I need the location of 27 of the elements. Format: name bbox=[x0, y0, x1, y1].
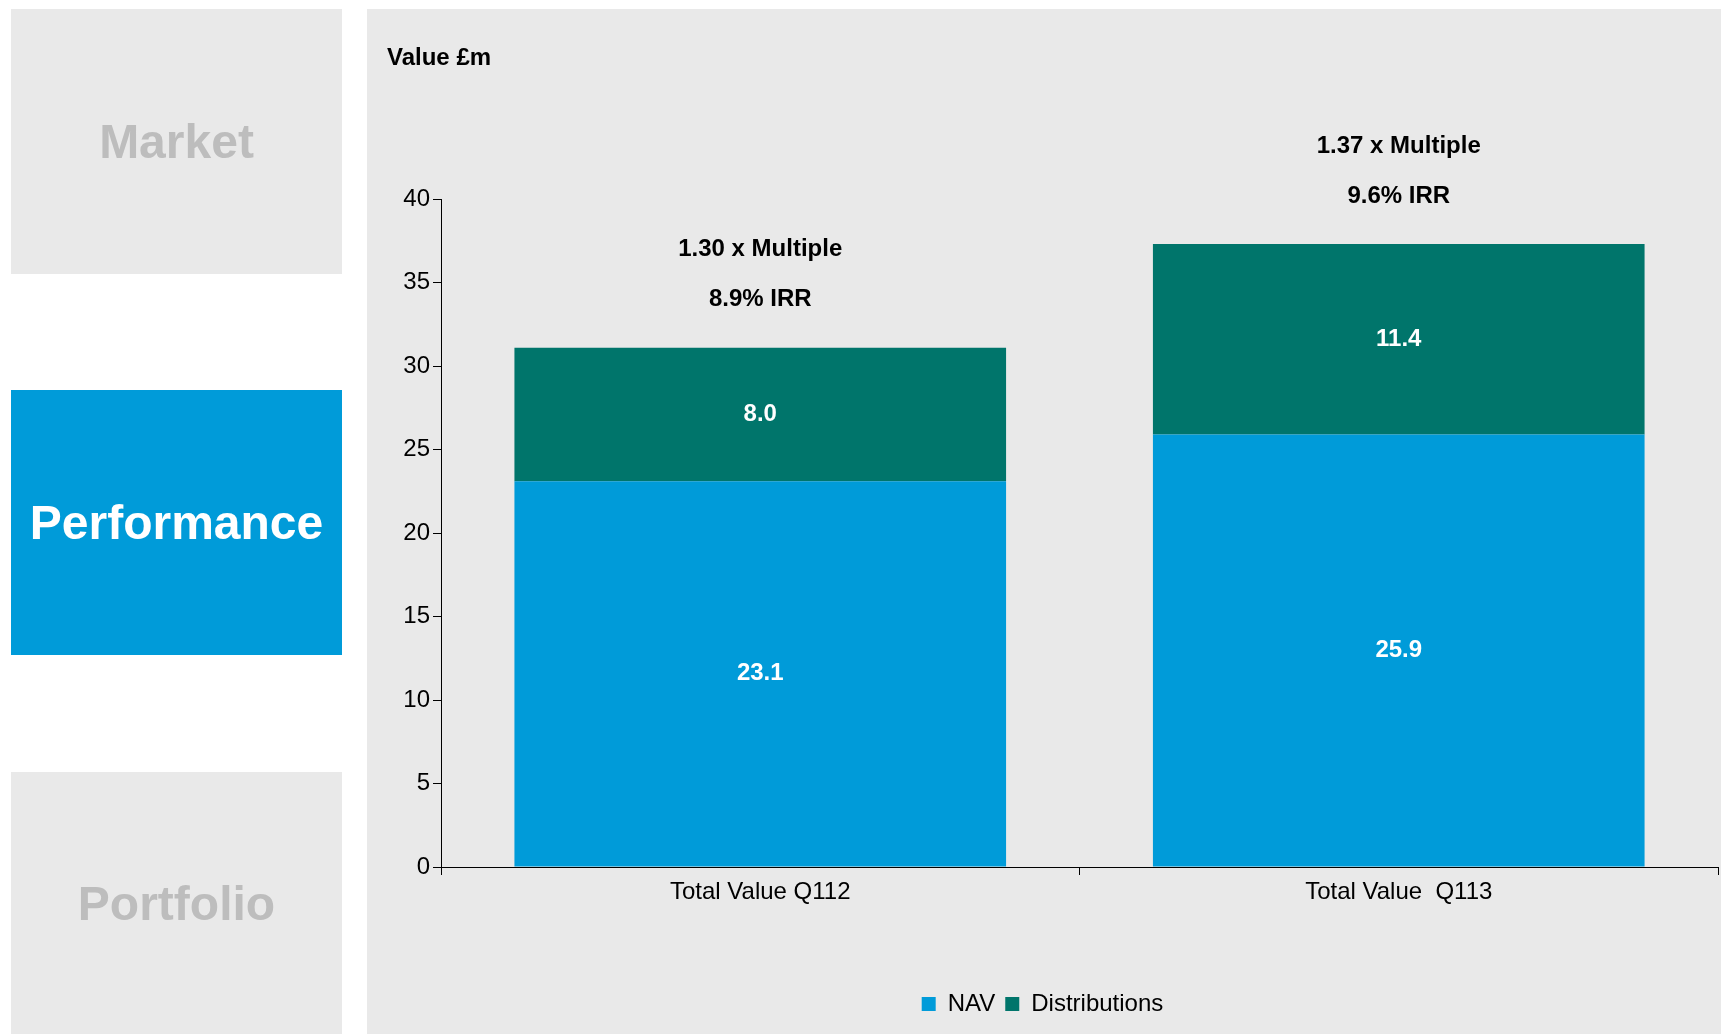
bar bbox=[514, 347, 1007, 482]
y-tick-label: 15 bbox=[403, 601, 430, 629]
bar bbox=[1152, 244, 1645, 435]
tab: Performance bbox=[11, 390, 342, 655]
y-tick-label: 0 bbox=[416, 851, 430, 879]
bar bbox=[514, 481, 1007, 867]
legend-label: NAV bbox=[947, 988, 996, 1016]
y-tick-label: 40 bbox=[403, 183, 430, 211]
y-tick-label: 5 bbox=[416, 768, 430, 796]
annotation: 9.6% IRR bbox=[1347, 180, 1451, 208]
data-label: 8.0 bbox=[743, 399, 777, 427]
y-tick-label: 30 bbox=[403, 350, 430, 378]
y-axis-title: Value £m bbox=[387, 42, 492, 70]
x-tick-label: Total Value Q112 bbox=[669, 877, 851, 905]
data-label: 11.4 bbox=[1376, 323, 1423, 351]
legend-label: Distributions bbox=[1031, 988, 1164, 1016]
data-label: 25.9 bbox=[1375, 635, 1423, 663]
text: 1.37 x Multiple bbox=[1316, 130, 1481, 158]
y-tick-label: 25 bbox=[403, 434, 430, 462]
bar bbox=[1152, 434, 1645, 867]
annotation: 1.30 x Multiple bbox=[678, 234, 843, 262]
y-tick-label: 10 bbox=[403, 684, 430, 712]
data-label: 23.1 bbox=[736, 658, 784, 686]
y-tick-label: 35 bbox=[403, 267, 430, 295]
y-tick-label: 20 bbox=[403, 517, 430, 545]
annotation: 8.9% IRR bbox=[708, 284, 812, 312]
x-tick-label: Total Value Q113 bbox=[1305, 877, 1493, 905]
